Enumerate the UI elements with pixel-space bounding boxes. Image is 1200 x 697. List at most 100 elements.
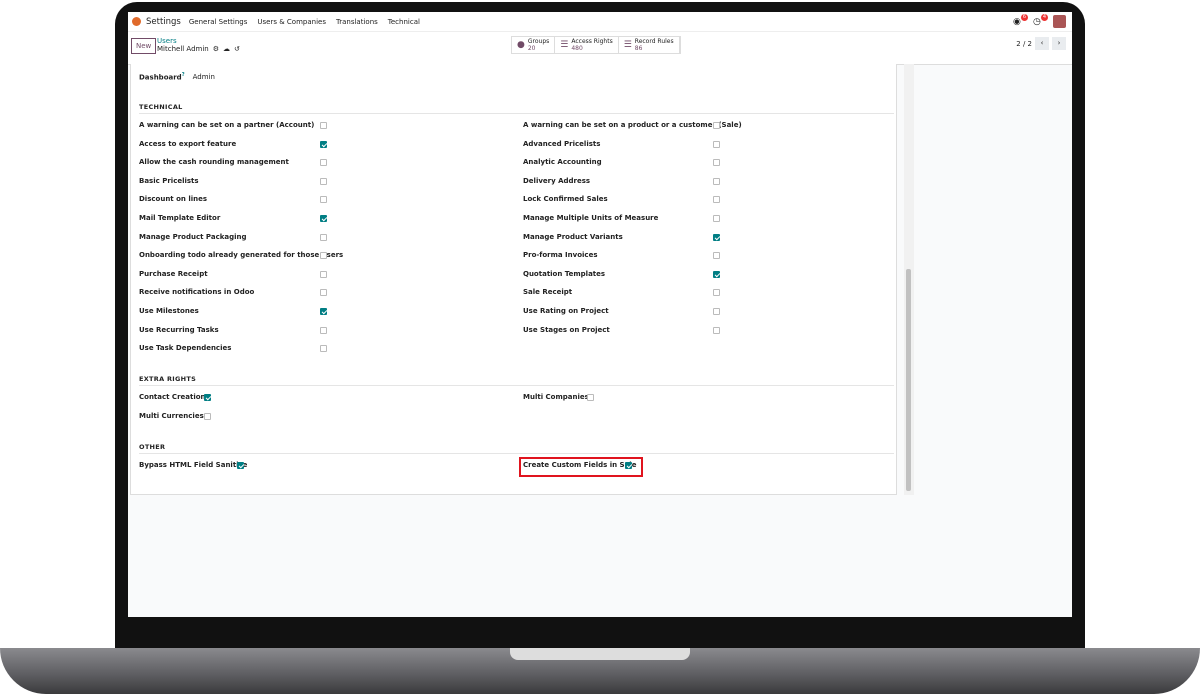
- form-sheet: Dashboard? Admin TECHNICAL A warning can b…: [130, 64, 897, 495]
- stat-value: 480: [571, 45, 583, 52]
- setting-label: Use Recurring Tasks: [139, 325, 219, 334]
- other-section-title: OTHER: [139, 443, 166, 451]
- setting-checkbox[interactable]: [320, 233, 327, 241]
- setting-checkbox[interactable]: [320, 270, 327, 278]
- dashboard-value[interactable]: Admin: [192, 73, 215, 82]
- setting-label: Multi Currencies: [139, 411, 204, 420]
- access-rights-button[interactable]: ☰ Access Rights 480: [555, 37, 619, 53]
- setting-label: Quotation Templates: [523, 269, 606, 278]
- setting-checkbox[interactable]: [320, 177, 327, 185]
- breadcrumb-current: Mitchell Admin: [157, 45, 209, 53]
- divider: [139, 453, 894, 454]
- screen: Settings General Settings Users & Compan…: [128, 12, 1072, 617]
- top-navbar: Settings General Settings Users & Compan…: [128, 12, 1072, 32]
- setting-checkbox[interactable]: [204, 412, 211, 420]
- setting-checkbox[interactable]: [713, 122, 720, 129]
- users-icon: ●: [517, 39, 525, 50]
- setting-checkbox[interactable]: [713, 289, 720, 297]
- setting-label: Allow the cash rounding management: [139, 158, 289, 167]
- divider: [139, 113, 894, 114]
- setting-label: Access to export feature: [139, 139, 237, 148]
- setting-label: Manage Product Variants: [523, 232, 623, 241]
- app-name[interactable]: Settings: [146, 16, 181, 27]
- setting-label: Use Task Dependencies: [139, 344, 232, 353]
- groups-button[interactable]: ● Groups 20: [512, 37, 556, 53]
- help-icon[interactable]: ?: [181, 72, 185, 78]
- menu-translations[interactable]: Translations: [335, 17, 378, 26]
- pager: 2 / 2 ‹ ›: [1016, 37, 1066, 50]
- stat-value: 86: [634, 45, 643, 52]
- menu-users-companies[interactable]: Users & Companies: [257, 17, 326, 26]
- smart-buttons: ● Groups 20 ☰ Access Rights 480 ☰ Record Rule…: [511, 36, 681, 54]
- setting-checkbox[interactable]: [625, 462, 632, 469]
- stat-label: Access Rights: [571, 38, 613, 45]
- gear-icon[interactable]: ⚙: [212, 45, 220, 53]
- setting-checkbox[interactable]: [204, 394, 211, 401]
- cloud-save-icon[interactable]: ☁: [223, 45, 231, 53]
- scrollbar[interactable]: [904, 64, 914, 495]
- setting-label: Receive notifications in Odoo: [139, 288, 255, 297]
- setting-checkbox[interactable]: [713, 196, 720, 204]
- breadcrumb-users[interactable]: Users: [157, 37, 177, 45]
- setting-label: Multi Companies: [523, 393, 589, 401]
- messages-badge: 6: [1021, 13, 1028, 21]
- setting-checkbox[interactable]: [713, 140, 720, 148]
- setting-checkbox[interactable]: [320, 140, 327, 148]
- new-button[interactable]: New: [131, 38, 157, 54]
- setting-label: Use Rating on Project: [523, 307, 609, 315]
- avatar[interactable]: [1053, 15, 1066, 28]
- setting-checkbox[interactable]: [713, 252, 720, 260]
- setting-label: Manage Multiple Units of Measure: [523, 214, 659, 222]
- setting-checkbox[interactable]: [713, 233, 720, 241]
- setting-checkbox[interactable]: [713, 326, 720, 334]
- setting-checkbox[interactable]: [320, 215, 327, 222]
- messages-icon[interactable]: ◉ 6: [1013, 13, 1028, 27]
- setting-checkbox[interactable]: [320, 345, 327, 353]
- extra-section-title: EXTRA RIGHTS: [139, 375, 197, 383]
- setting-checkbox[interactable]: [320, 289, 327, 297]
- setting-checkbox[interactable]: [713, 177, 720, 185]
- setting-checkbox[interactable]: [713, 159, 720, 167]
- previous-button[interactable]: ‹: [1035, 37, 1049, 50]
- pager-value: 2 / 2: [1016, 39, 1032, 48]
- setting-label: Lock Confirmed Sales: [523, 195, 608, 204]
- menu-general-settings[interactable]: General Settings: [188, 17, 248, 26]
- stat-label: Groups: [527, 38, 550, 45]
- setting-checkbox[interactable]: [237, 462, 244, 469]
- next-button[interactable]: ›: [1052, 37, 1066, 50]
- odoo-logo-icon[interactable]: [132, 17, 141, 26]
- setting-label: Manage Product Packaging: [139, 232, 247, 241]
- setting-checkbox[interactable]: [587, 394, 594, 401]
- setting-label: Purchase Receipt: [139, 269, 208, 278]
- technical-section-title: TECHNICAL: [139, 103, 183, 111]
- stat-label: Record Rules: [634, 38, 674, 45]
- setting-label: Bypass HTML Field Sanitize: [139, 461, 248, 469]
- setting-label: Pro-forma Invoices: [523, 251, 598, 260]
- setting-checkbox[interactable]: [320, 326, 327, 334]
- setting-label: Sale Receipt: [523, 288, 573, 297]
- setting-checkbox[interactable]: [320, 196, 327, 204]
- setting-checkbox[interactable]: [713, 308, 720, 315]
- setting-checkbox[interactable]: [320, 122, 327, 129]
- list-icon: ☰: [623, 39, 632, 50]
- activity-badge: 4: [1041, 13, 1048, 21]
- setting-label: A warning can be set on a product or a c…: [523, 121, 742, 129]
- list-icon: ☰: [560, 39, 569, 50]
- setting-checkbox[interactable]: [320, 159, 327, 167]
- setting-label: Use Stages on Project: [523, 325, 610, 334]
- setting-checkbox[interactable]: [713, 270, 720, 278]
- record-rules-button[interactable]: ☰ Record Rules 86: [619, 37, 680, 53]
- setting-label: A warning can be set on a partner (Accou…: [139, 121, 315, 129]
- setting-checkbox[interactable]: [713, 215, 720, 222]
- setting-checkbox[interactable]: [320, 252, 327, 260]
- setting-label: Mail Template Editor: [139, 214, 221, 222]
- stat-value: 20: [527, 45, 536, 52]
- discard-icon[interactable]: ↺: [234, 45, 240, 53]
- setting-label: Delivery Address: [523, 176, 591, 185]
- scrollbar-thumb[interactable]: [906, 269, 911, 491]
- setting-label: Basic Pricelists: [139, 176, 199, 185]
- laptop-notch: [510, 648, 690, 660]
- activity-clock-icon[interactable]: ◷ 4: [1033, 13, 1048, 27]
- setting-checkbox[interactable]: [320, 308, 327, 315]
- menu-technical[interactable]: Technical: [387, 17, 420, 26]
